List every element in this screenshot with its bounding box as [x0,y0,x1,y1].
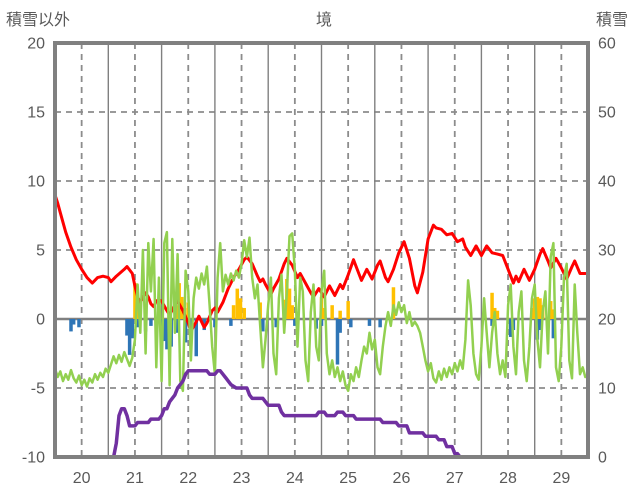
x-axis-tick-label: 28 [499,470,517,487]
blue-bars-bar [274,319,278,328]
border-rect [53,41,590,459]
blue-bars-bar [538,319,542,331]
orange-bars-bar [133,283,137,319]
blue-bars-bar [175,319,180,333]
blue-bars-bar [125,319,129,336]
blue-bars-bar [69,319,73,332]
right-axis-tick-label: 30 [598,243,616,260]
left-axis-tick-label: 15 [27,105,45,122]
blue-bars-bar [183,319,188,343]
left-axis-tick-label: 0 [36,312,45,329]
x-axis-tick-label: 27 [446,470,464,487]
right-axis-title: 積雪 [595,12,628,29]
blue-bars-bar [378,319,382,328]
x-axis-tick-label: 21 [126,470,144,487]
x-axis-tick-label: 29 [552,470,570,487]
left-axis-tick-label: 5 [36,243,45,260]
blue-bars-bar [135,319,140,328]
orange-bars-bar [551,309,556,319]
right-axis-tick-label: 50 [598,105,616,122]
blue-bars-bar [194,319,198,357]
left-axis-title: 積雪以外 [6,12,71,29]
orange-bars-bar [538,298,542,319]
orange-bars-bar [231,305,236,319]
plot-border [53,41,590,459]
blue-bars-bar [293,319,297,326]
blue-bars-bar [213,319,217,328]
orange-bars-bar [287,288,292,319]
orange-bars-bar [391,287,396,319]
blue-bars-bar [490,319,494,326]
gridlines [55,43,588,457]
blue-bars-bar [127,319,132,355]
blue-bars-bar [77,319,81,328]
blue-bars-bar [71,319,76,325]
orange-bars-bar [242,307,246,319]
left-axis-tick-label: -5 [31,381,45,398]
x-axis-tick-label: 20 [73,470,91,487]
right-axis-tick-label: 40 [598,174,616,191]
data-lines [53,193,588,459]
orange-bars-bar [330,305,334,319]
orange-bars-bar [548,301,553,319]
orange-bars-bar [338,310,342,319]
orange-bars-bar [135,302,140,319]
orange-bars-bar [322,307,326,319]
left-axis-tick-label: -10 [22,450,45,467]
right-axis-tick-label: 0 [598,450,607,467]
green-line [53,230,587,393]
left-axis-tick-label: 10 [27,174,45,191]
right-axis-tick-label: 60 [598,36,616,53]
orange-bars-bar [235,288,240,319]
left-axis-tick-label: 20 [27,36,45,53]
x-axis-tick-label: 26 [393,470,411,487]
blue-bars-bar [335,319,340,365]
orange-bars-bar [290,305,294,319]
orange-bars-bar [535,296,540,319]
x-axis-tick-label: 24 [286,470,304,487]
x-axis-tick-label: 25 [339,470,357,487]
orange-bars-bar [238,298,243,319]
right-axis-tick-label: 20 [598,312,616,329]
blue-bars-bar [508,319,513,337]
x-axis-tick-label: 23 [233,470,251,487]
blue-bars-bar [229,319,233,326]
purple-line [53,369,588,459]
blue-bars-bar [261,319,265,332]
blue-bars-bar [551,319,556,339]
blue-bars-bar [338,319,342,333]
x-axis-tick-label: 22 [179,470,197,487]
blue-bars-bar [130,319,135,339]
chart-title: 境 [315,12,332,29]
blue-bars-bar [162,319,167,342]
blue-bars-bar [165,319,169,350]
blue-bars-bar [349,319,353,328]
orange-bars-bar [346,301,350,319]
blue-bars-bar [367,319,372,326]
orange-bars-bar [495,310,500,319]
orange-bars-bar [490,292,494,319]
right-axis-tick-label: 10 [598,381,616,398]
blue-bars-bar [149,319,153,326]
